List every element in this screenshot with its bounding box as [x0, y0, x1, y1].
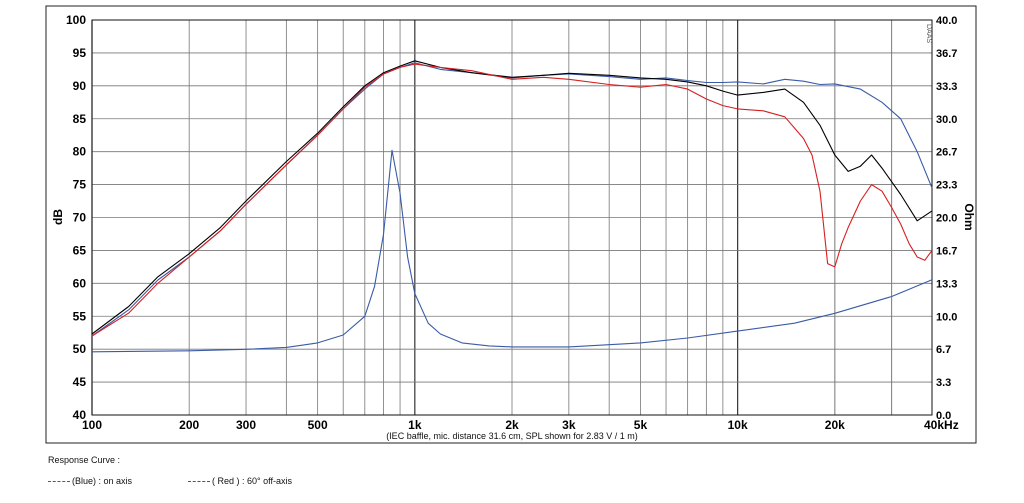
y-tick-label: 45 [73, 375, 87, 389]
x-tick-label: 100 [82, 418, 102, 432]
y-tick-label: 65 [73, 243, 87, 257]
legend-title: Response Curve : [48, 455, 121, 465]
y2-tick-label: 36.7 [936, 48, 957, 60]
y-tick-label: 50 [73, 342, 87, 356]
y2-tick-label: 16.7 [936, 245, 957, 257]
series-group [91, 60, 933, 353]
y-tick-label: 95 [73, 46, 87, 60]
x-tick-label: 200 [179, 418, 199, 432]
corner-mark: DAAS [925, 24, 932, 43]
legend-entry-on-axis: (Blue) : on axis [48, 476, 132, 486]
x-tick-label: 500 [308, 418, 328, 432]
y-tick-label: 85 [73, 112, 87, 126]
y2-tick-label: 10.0 [936, 311, 957, 323]
y-tick-label: 100 [66, 13, 86, 27]
y2-tick-label: 30.0 [936, 114, 957, 126]
y-tick-label: 40 [73, 408, 87, 422]
legend-label-off-axis: ( Red ) : 60° off-axis [212, 476, 292, 486]
y-tick-label: 70 [73, 211, 87, 225]
outer-frame [45, 5, 977, 444]
y-tick-label: 75 [73, 178, 87, 192]
y2-tick-label: 3.3 [936, 377, 951, 389]
y2-tick-label: 20.0 [936, 213, 957, 225]
x-tick-label: 40kHz [924, 418, 959, 432]
x-tick-label: 1k [408, 418, 422, 432]
plot-area [91, 19, 933, 416]
y-axis-label: dB [51, 209, 65, 225]
y2-tick-label: 23.3 [936, 180, 957, 192]
y-tick-label: 60 [73, 276, 87, 290]
x-tick-label: 2k [505, 418, 519, 432]
y2-tick-label: 26.7 [936, 147, 957, 159]
y-axis-ticks: 40 45 50 55 60 65 70 75 80 85 90 95 100 [66, 13, 86, 422]
series-line-impedance [91, 149, 933, 353]
x-tick-label: 20k [825, 418, 845, 432]
y2-tick-label: 33.3 [936, 81, 957, 93]
x-tick-label: 5k [634, 418, 648, 432]
y2-tick-label: 0.0 [936, 410, 951, 422]
legend-swatch-blue [48, 480, 70, 482]
x-tick-label: 300 [236, 418, 256, 432]
x-tick-label: 3k [562, 418, 576, 432]
x-tick-label: 10k [728, 418, 748, 432]
y2-tick-label: 40.0 [936, 15, 957, 27]
legend-swatch-red [188, 480, 210, 482]
y-tick-label: 90 [73, 79, 87, 93]
legend-entry-off-axis: ( Red ) : 60° off-axis [188, 476, 292, 486]
legend-label-on-axis: (Blue) : on axis [72, 476, 133, 486]
series-line-black [91, 60, 933, 335]
chart-caption: (IEC baffle, mic. distance 31.6 cm, SPL … [386, 431, 638, 441]
y2-tick-label: 13.3 [936, 278, 957, 290]
y2-axis-label: Ohm [962, 203, 976, 230]
y-tick-label: 55 [73, 309, 87, 323]
y2-tick-label: 6.7 [936, 344, 951, 356]
series-line-60-off-axis [91, 63, 933, 337]
y-tick-label: 80 [73, 145, 87, 159]
y2-axis-ticks: 0.0 3.3 6.7 10.0 13.3 16.7 20.0 23.3 26.7 30.0 33.… [936, 15, 957, 422]
x-axis-ticks: 100 200 300 500 1k 2k 3k 5k 10k 20k 40kHz [82, 418, 959, 432]
